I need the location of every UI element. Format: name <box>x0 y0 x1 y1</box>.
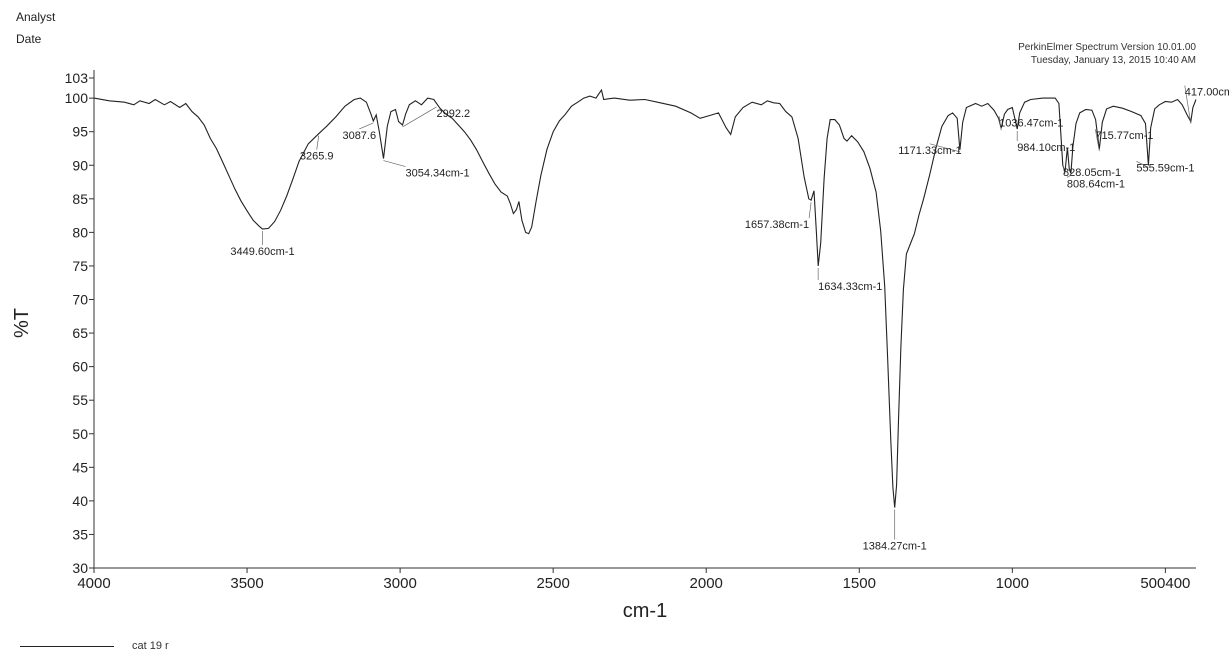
ir-spectrum-chart: 30 35 40 45 50 55 60 65 70 75 80 85 90 95 100 103 4000 35… <box>11 70 1229 622</box>
y-tick-label: 85 <box>72 191 88 207</box>
date-label: Date <box>16 32 42 46</box>
annotation-leader <box>1062 165 1066 175</box>
x-axis-label: cm-1 <box>623 600 667 622</box>
peak-label: 417.00cm-1 <box>1185 87 1229 99</box>
y-tick-label: 45 <box>72 459 88 475</box>
annotation-leader <box>808 202 812 219</box>
spectrum-marks <box>93 88 1197 508</box>
y-tick-label: 70 <box>72 292 88 308</box>
legend: cat 19 r <box>20 640 169 652</box>
x-tick-label: 500400 <box>1140 575 1190 592</box>
y-tick-label: 75 <box>72 258 88 274</box>
annotation-leader <box>998 116 1002 131</box>
y-tick-label: 65 <box>72 325 88 341</box>
peak-label: 715.77cm-1 <box>1095 130 1153 142</box>
software-version: PerkinElmer Spectrum Version 10.01.00 <box>1018 42 1196 53</box>
y-tick-label: 103 <box>65 70 89 86</box>
y-tick-label: 100 <box>65 90 89 106</box>
x-tick-label: 1000 <box>996 575 1029 592</box>
x-tick-label: 2500 <box>536 575 569 592</box>
y-tick-label: 50 <box>72 426 88 442</box>
x-tick-label: 3500 <box>230 575 263 592</box>
annotation-leader <box>1066 175 1072 178</box>
peak-label: 808.64cm-1 <box>1067 178 1125 190</box>
y-tick-label: 55 <box>72 392 88 408</box>
legend-line-swatch <box>20 645 114 647</box>
y-tick-label: 90 <box>72 157 88 173</box>
y-axis-label: %T <box>11 308 33 338</box>
annotation-leader <box>1094 129 1100 152</box>
annotation-leader <box>402 106 437 128</box>
peak-label: 1657.38cm-1 <box>745 219 809 231</box>
y-tick-label: 40 <box>72 493 88 509</box>
annotation-leader <box>1136 160 1149 168</box>
peak-label: 984.10cm-1 <box>1017 142 1075 154</box>
peak-label: 3054.34cm-1 <box>405 168 469 180</box>
peak-label: 3265.9 <box>300 151 334 163</box>
x-tick-label: 1500 <box>843 575 876 592</box>
annotation-leader <box>929 143 960 153</box>
peak-label: 555.59cm-1 <box>1136 162 1194 174</box>
peak-label: 1634.33cm-1 <box>818 281 882 293</box>
annotation-leader <box>383 160 406 167</box>
peak-annotations: 3449.60cm-1 3265.9 3087.6 3054.34cm-1 2992.2… <box>230 85 1229 553</box>
peak-label: 1384.27cm-1 <box>863 541 927 553</box>
peak-label: 828.05cm-1 <box>1063 167 1121 179</box>
spectrum-line <box>93 88 1197 508</box>
y-tick-label: 60 <box>72 359 88 375</box>
peak-label: 3449.60cm-1 <box>230 246 294 258</box>
y-tick-label: 30 <box>72 560 88 576</box>
annotation-leader <box>1184 85 1192 124</box>
annotation-leader <box>359 122 374 130</box>
x-tick-label: 2000 <box>690 575 723 592</box>
annotation-leader <box>316 135 320 150</box>
x-tick-label: 4000 <box>77 575 110 592</box>
x-tick-label: 3000 <box>383 575 416 592</box>
peak-label: 1171.33cm-1 <box>898 145 961 157</box>
legend-label: cat 19 r <box>132 640 169 652</box>
timestamp: Tuesday, January 13, 2015 10:40 AM <box>1030 55 1196 66</box>
axes: 30 35 40 45 50 55 60 65 70 75 80 85 90 95 100 103 4000 35… <box>65 70 1196 592</box>
peak-label: 1036.47cm-1 <box>999 117 1063 129</box>
y-tick-label: 95 <box>72 124 88 140</box>
y-tick-label: 35 <box>72 526 88 542</box>
peak-label: 3087.6 <box>342 130 376 142</box>
y-tick-label: 80 <box>72 224 88 240</box>
peak-label: 2992.2 <box>436 108 470 120</box>
analyst-label: Analyst <box>16 10 56 24</box>
